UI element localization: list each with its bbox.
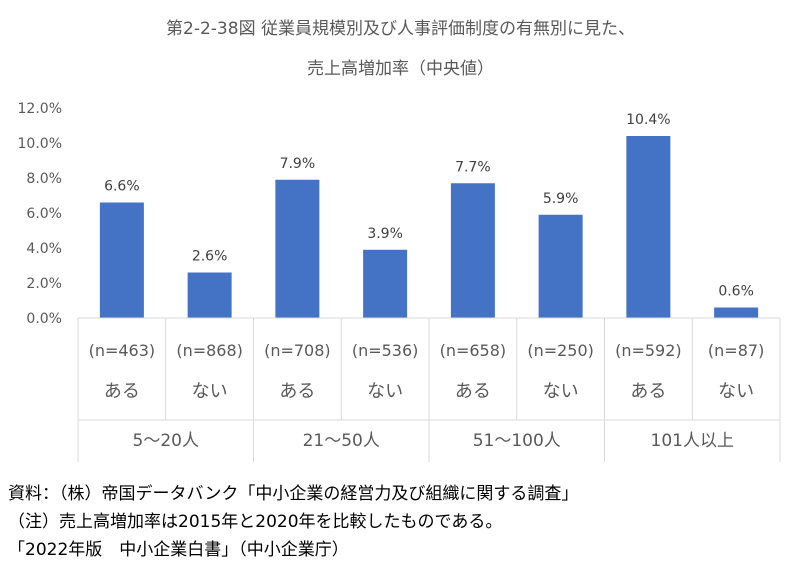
sample-size-label: (n=536) (352, 341, 419, 360)
sample-size-label: (n=463) (89, 341, 156, 360)
bar-6 (538, 214, 583, 318)
category-label: ある (104, 381, 140, 402)
chart-subtitle: 売上高増加率（中央値） (307, 59, 494, 79)
data-label: 6.6% (104, 179, 140, 195)
sample-size-label: (n=708) (264, 341, 331, 360)
sample-size-label: (n=658) (440, 341, 507, 360)
data-label: 7.7% (455, 159, 491, 175)
bar-3 (275, 179, 320, 318)
data-label: 5.9% (543, 191, 579, 207)
category-label: ない (367, 381, 403, 402)
y-tick-label: 0.0% (26, 311, 62, 327)
category-label: ある (630, 381, 666, 402)
source-note: 資料：（株）帝国データバンク「中小企業の経営力及び組織に関する調査」 (8, 484, 579, 504)
group-label: 21～50人 (303, 431, 380, 451)
category-label: ない (192, 381, 228, 402)
bar-chart: 0.0% 2.0% 4.0% 6.0% 8.0% 10.0% 12.0% 6.6% 2.6% 7.… (18, 101, 781, 462)
footnote: （注）売上高増加率は2015年と2020年を比較したものである。 (8, 512, 503, 532)
data-label: 3.9% (367, 226, 403, 242)
notes-block: 資料：（株）帝国データバンク「中小企業の経営力及び組織に関する調査」 （注）売上… (8, 480, 578, 564)
category-label: ある (279, 381, 315, 402)
bar-1 (99, 202, 144, 318)
category-label: ない (718, 381, 754, 402)
y-tick-label: 2.0% (26, 276, 62, 292)
sample-size-label: (n=592) (615, 341, 682, 360)
group-label: 5～20人 (133, 431, 199, 451)
publication-note: 「2022年版 中小企業白書」（中小企業庁） (8, 540, 349, 560)
data-label: 2.6% (192, 249, 228, 265)
bar-5 (450, 183, 495, 318)
data-label: 10.4% (626, 112, 670, 128)
bar-8 (714, 307, 759, 318)
y-tick-label: 12.0% (18, 101, 62, 117)
sample-size-label: (n=250) (527, 341, 594, 360)
chart-title: 第2-2-38図 従業員規模別及び人事評価制度の有無別に見た、 (166, 19, 635, 39)
category-label: ない (543, 381, 579, 402)
data-label: 0.6% (718, 284, 754, 300)
sample-size-label: (n=87) (708, 341, 764, 360)
sample-size-label: (n=868) (176, 341, 243, 360)
y-tick-label: 4.0% (26, 241, 62, 257)
bar-2 (187, 272, 232, 318)
group-label: 51～100人 (473, 431, 561, 451)
bar-4 (363, 249, 408, 318)
bar-7 (626, 136, 671, 318)
group-label: 101人以上 (651, 431, 734, 451)
data-label: 7.9% (280, 156, 316, 172)
y-tick-label: 6.0% (26, 206, 62, 222)
category-label: ある (455, 381, 491, 402)
y-tick-label: 10.0% (18, 136, 62, 152)
y-tick-label: 8.0% (26, 171, 62, 187)
